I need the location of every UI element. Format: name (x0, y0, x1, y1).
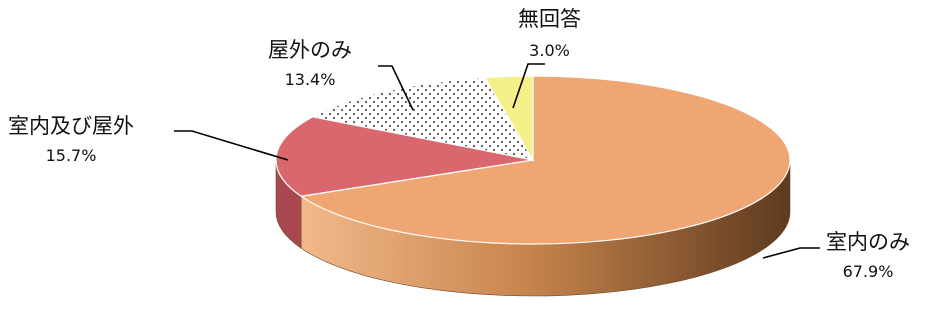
leader-lines (174, 63, 820, 259)
slice-label-no-answer: 無回答 (518, 7, 581, 31)
label-indoor-outdoor: 室内及び屋外 15.7% (8, 115, 134, 167)
slice-value-outdoor-only: 13.4% (284, 70, 336, 89)
slice-value-indoor-only: 67.9% (842, 262, 894, 281)
label-no-answer: 無回答 3.0% (518, 8, 581, 62)
pie-slice-no-answer (483, 75, 534, 163)
slice-value-indoor-outdoor: 15.7% (45, 146, 97, 165)
pie-tops (275, 75, 791, 245)
slice-label-indoor-outdoor: 室内及び屋外 (8, 114, 134, 138)
pie-slice-outdoor-only (310, 76, 535, 161)
slice-value-no-answer: 3.0% (529, 41, 570, 60)
label-indoor-only: 室内のみ 67.9% (826, 231, 910, 283)
leader-line-no-answer (512, 63, 545, 109)
leader-line-outdoor-only (378, 65, 414, 111)
leader-line-indoor-only (762, 247, 820, 259)
slice-label-outdoor-only: 屋外のみ (268, 38, 352, 62)
leader-line-indoor-outdoor (174, 130, 289, 161)
label-outdoor-only: 屋外のみ 13.4% (268, 39, 352, 91)
pie-slice-indoor-only (299, 75, 791, 245)
slice-label-indoor-only: 室内のみ (826, 230, 910, 254)
